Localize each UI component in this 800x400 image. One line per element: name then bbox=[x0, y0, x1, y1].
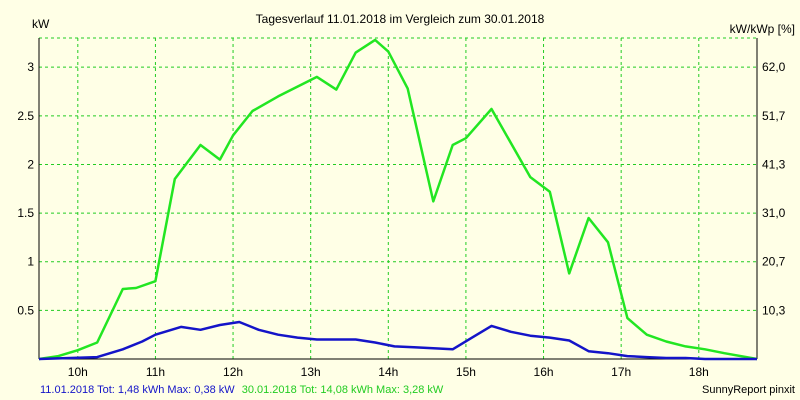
y-axis-right-label: kW/kWp [%] bbox=[730, 22, 795, 36]
plot-area bbox=[39, 38, 757, 359]
y-tick-label-right: 41,3 bbox=[762, 157, 786, 171]
y-axis-left-label: kW bbox=[32, 17, 50, 31]
y-tick-label-left: 1 bbox=[27, 255, 34, 269]
y-tick-label-right: 10,3 bbox=[762, 303, 786, 317]
x-tick-label: 12h bbox=[223, 365, 243, 379]
y-tick-label-left: 2 bbox=[27, 157, 34, 171]
footer-series2: 30.01.2018 Tot: 14,08 kWh Max: 3,28 kW bbox=[242, 384, 444, 396]
series-line-11-01-2018 bbox=[38, 320, 757, 361]
x-tick-label: 18h bbox=[689, 365, 709, 379]
x-tick-label: 13h bbox=[301, 365, 321, 379]
series-line-30-01-2018 bbox=[38, 38, 758, 361]
y-tick-label-left: 3 bbox=[27, 60, 34, 74]
x-tick-label: 10h bbox=[68, 365, 88, 379]
y-tick-label-right: 31,0 bbox=[762, 206, 786, 220]
y-tick-label-left: 1.5 bbox=[17, 206, 34, 220]
y-tick-label-right: 62,0 bbox=[762, 60, 786, 74]
chart-title: Tagesverlauf 11.01.2018 im Vergleich zum… bbox=[256, 12, 545, 26]
footer-summary: 11.01.2018 Tot: 1,48 kWh Max: 0,38 kW 30… bbox=[40, 384, 444, 396]
x-tick-label: 15h bbox=[456, 365, 476, 379]
x-tick-label: 17h bbox=[611, 365, 631, 379]
tick-labels: 10h 11h 12h 13h 14h 15h 16h 17h 18h 0.5 10,3 1 20,7 1… bbox=[17, 60, 785, 379]
footer-credit: SunnyReport pinxit bbox=[702, 384, 795, 396]
series-group bbox=[38, 38, 758, 361]
y-tick-label-right: 51,7 bbox=[762, 109, 786, 123]
y-tick-label-left: 0.5 bbox=[17, 303, 34, 317]
y-tick-label-left: 2.5 bbox=[17, 109, 34, 123]
x-tick-label: 16h bbox=[534, 365, 554, 379]
footer-series1: 11.01.2018 Tot: 1,48 kWh Max: 0,38 kW bbox=[40, 384, 235, 396]
y-tick-label-right: 20,7 bbox=[762, 255, 786, 269]
x-tick-label: 14h bbox=[378, 365, 398, 379]
x-tick-label: 11h bbox=[146, 365, 165, 379]
